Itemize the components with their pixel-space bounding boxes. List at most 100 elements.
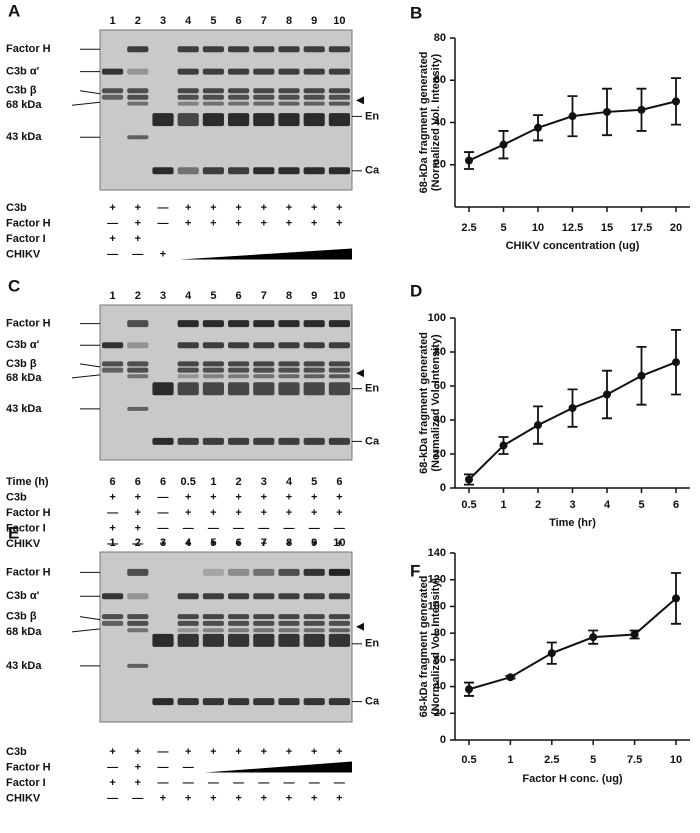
gel-band — [127, 320, 149, 328]
gel-band — [253, 437, 275, 445]
gel-band — [127, 88, 149, 94]
condition-entry: 6 — [110, 476, 116, 488]
gel-band — [127, 46, 149, 53]
gel-band — [102, 620, 124, 626]
gel-band — [303, 698, 325, 706]
gel-band — [278, 633, 300, 647]
condition-entry: — — [309, 522, 320, 534]
lane-number: 10 — [333, 290, 345, 302]
band-pointer — [71, 628, 101, 633]
gel-band — [253, 382, 275, 396]
lane-number: 1 — [110, 290, 116, 302]
data-point — [547, 649, 556, 658]
lane-number: 3 — [160, 290, 166, 302]
condition-entry: + — [235, 792, 241, 804]
condition-entry: + — [311, 507, 317, 519]
gel-band — [152, 698, 174, 706]
gel-band — [328, 88, 350, 94]
band-label: Ca — [365, 165, 380, 177]
data-point — [465, 475, 473, 484]
condition-entry: + — [336, 792, 342, 804]
gel-band — [328, 620, 350, 626]
condition-entry: + — [261, 746, 267, 758]
x-tick-label: 12.5 — [562, 222, 583, 234]
data-point — [603, 107, 611, 116]
lane-number: 8 — [286, 537, 292, 549]
gel-band — [202, 620, 224, 626]
condition-entry: + — [336, 746, 342, 758]
gel-band — [303, 382, 325, 396]
lane-number: 5 — [210, 15, 216, 27]
gel-band — [253, 68, 275, 75]
band-pointer — [79, 363, 101, 368]
gel-band — [278, 628, 300, 633]
condition-entry: 6 — [135, 476, 141, 488]
condition-entry: 5 — [311, 476, 317, 488]
gel-band — [328, 101, 350, 106]
panel-letter: F — [410, 561, 420, 580]
gel-band — [228, 88, 250, 94]
gel-band — [228, 361, 250, 367]
gel-band — [102, 367, 124, 373]
condition-entry: + — [286, 507, 292, 519]
y-tick-label: 0 — [440, 734, 446, 746]
condition-entry: + — [311, 202, 317, 214]
gel-band — [303, 568, 325, 576]
condition-entry: + — [185, 746, 191, 758]
gel-band — [328, 167, 350, 175]
condition-entry: — — [284, 777, 295, 789]
condition-entry: + — [336, 202, 342, 214]
lane-number: 9 — [311, 537, 317, 549]
gel-band — [328, 628, 350, 633]
lane-number: 1 — [110, 15, 116, 27]
data-point — [637, 371, 646, 380]
condition-entry: + — [286, 491, 292, 503]
gel-band — [278, 374, 300, 379]
gel-band — [177, 113, 199, 127]
gel-band — [177, 94, 199, 100]
data-point — [672, 594, 680, 603]
y-tick-label: 20 — [434, 707, 446, 719]
condition-entry: + — [261, 792, 267, 804]
condition-entry: — — [334, 777, 345, 789]
gel-band — [202, 367, 224, 373]
condition-name: CHIKV — [6, 248, 41, 260]
condition-entry: + — [109, 491, 115, 503]
band-label: 43 kDa — [6, 131, 42, 143]
gel-band — [328, 113, 350, 127]
band-label: C3b β — [6, 611, 37, 623]
gel-band — [228, 698, 250, 706]
gel-band — [278, 437, 300, 445]
condition-entry: + — [210, 217, 216, 229]
gel-band — [278, 361, 300, 367]
condition-entry: — — [107, 248, 118, 260]
condition-entry: — — [309, 777, 320, 789]
gel-band — [228, 633, 250, 647]
lane-number: 6 — [236, 290, 242, 302]
x-tick-label: 5 — [590, 754, 596, 766]
data-point — [499, 140, 508, 149]
data-point — [465, 685, 473, 694]
lane-number: 2 — [135, 537, 141, 549]
condition-entry: + — [336, 217, 342, 229]
condition-entry: 0.5 — [181, 476, 196, 488]
band-label: Ca — [365, 696, 380, 708]
band-label: Factor H — [6, 318, 51, 330]
x-axis-label: Time (hr) — [549, 517, 596, 529]
x-tick-label: 20 — [670, 222, 682, 234]
condition-entry: + — [336, 507, 342, 519]
gel-band — [177, 88, 199, 94]
condition-entry: + — [286, 746, 292, 758]
data-point — [568, 404, 577, 413]
condition-entry: + — [160, 248, 166, 260]
x-tick-label: 2.5 — [461, 222, 476, 234]
band-label: C3b β — [6, 358, 37, 370]
condition-entry: — — [132, 538, 143, 550]
condition-entry: — — [183, 761, 194, 773]
gel-band — [152, 167, 174, 175]
gel-band — [253, 342, 275, 349]
condition-name: Factor I — [6, 777, 46, 789]
data-point — [672, 97, 680, 106]
x-tick-label: 2.5 — [544, 754, 559, 766]
condition-entry: — — [258, 777, 269, 789]
